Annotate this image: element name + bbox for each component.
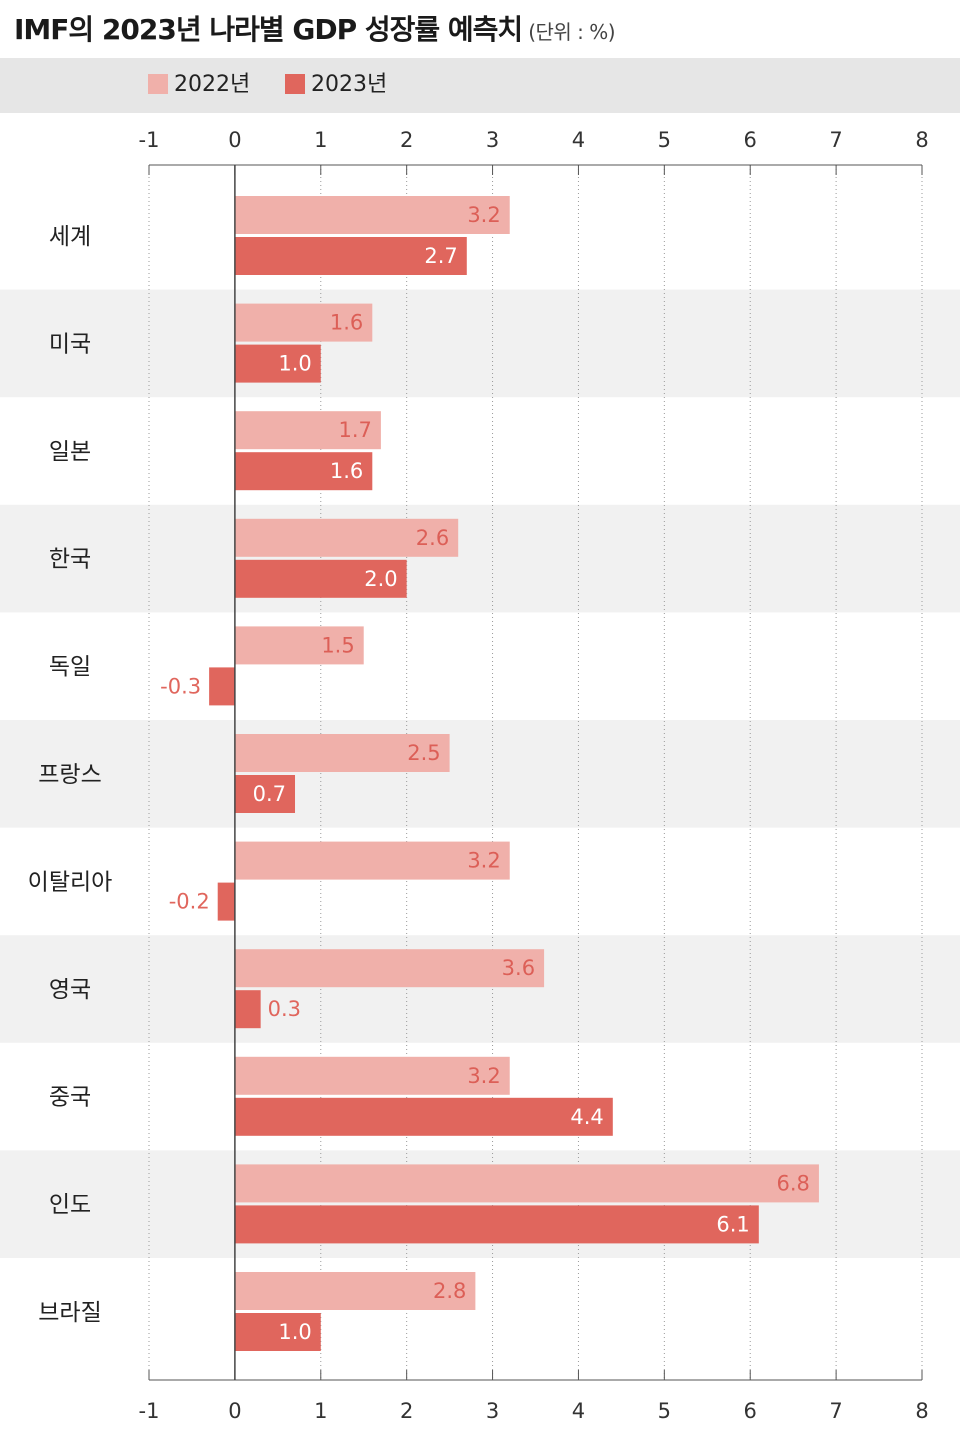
category-label: 독일 bbox=[49, 654, 91, 680]
bar-2023 bbox=[234, 990, 261, 1029]
x-tick-label-top: 3 bbox=[486, 128, 499, 152]
data-label-2022: 2.6 bbox=[416, 526, 449, 550]
chart-title: IMF의 2023년 나라별 GDP 성장률 예측치 bbox=[14, 13, 523, 46]
bar-2023 bbox=[234, 237, 467, 275]
category-label: 일본 bbox=[49, 439, 91, 465]
x-tick-label-top: 8 bbox=[915, 128, 928, 152]
data-label-2023: -0.2 bbox=[169, 890, 210, 914]
x-tick-label-bottom: 1 bbox=[314, 1399, 327, 1423]
bar-2023 bbox=[234, 1205, 759, 1244]
bar-2023 bbox=[234, 452, 373, 491]
title-row: IMF의 2023년 나라별 GDP 성장률 예측치 (단위 : %) bbox=[14, 8, 616, 52]
legend-swatch-2022 bbox=[148, 74, 168, 94]
bar-2023 bbox=[209, 667, 235, 706]
legend: 2022년 2023년 bbox=[0, 58, 960, 113]
unit-label: (단위 : %) bbox=[528, 20, 616, 44]
row-band bbox=[0, 289, 960, 398]
x-tick-label-top: 2 bbox=[400, 128, 413, 152]
data-label-2023: 1.0 bbox=[278, 352, 311, 376]
x-tick-label-bottom: 8 bbox=[915, 1399, 928, 1423]
bar-2023 bbox=[234, 559, 407, 598]
legend-swatch-2023 bbox=[285, 74, 305, 94]
category-label: 한국 bbox=[49, 547, 91, 573]
data-label-2022: 3.2 bbox=[467, 849, 500, 873]
x-tick-label-top: 0 bbox=[228, 128, 241, 152]
data-label-2022: 3.2 bbox=[467, 203, 500, 227]
data-label-2022: 3.6 bbox=[502, 956, 535, 980]
x-tick-label-bottom: 5 bbox=[658, 1399, 671, 1423]
data-label-2023: 2.0 bbox=[364, 567, 397, 591]
x-tick-label-top: 4 bbox=[572, 128, 585, 152]
bar-2022 bbox=[234, 1056, 510, 1095]
category-label: 세계 bbox=[49, 224, 91, 250]
bar-2022 bbox=[234, 196, 510, 234]
x-tick-label-top: 7 bbox=[829, 128, 842, 152]
category-label: 미국 bbox=[49, 331, 91, 357]
data-label-2023: 2.7 bbox=[424, 244, 457, 268]
bar-2023 bbox=[234, 775, 296, 813]
row-band bbox=[0, 720, 960, 828]
legend-label-2022: 2022년 bbox=[174, 72, 251, 97]
bar-2023 bbox=[217, 882, 235, 921]
category-label: 브라질 bbox=[38, 1300, 101, 1326]
data-label-2023: -0.3 bbox=[160, 674, 201, 698]
category-label: 이탈리아 bbox=[28, 869, 113, 895]
x-tick-label-top: 6 bbox=[744, 128, 757, 152]
x-tick-label-bottom: 3 bbox=[486, 1399, 499, 1423]
bar-2023 bbox=[234, 1313, 321, 1351]
category-label: 인도 bbox=[49, 1192, 91, 1218]
data-label-2023: 4.4 bbox=[570, 1105, 603, 1129]
x-tick-label-bottom: 6 bbox=[744, 1399, 757, 1423]
category-label: 프랑스 bbox=[38, 762, 101, 788]
x-tick-label-top: -1 bbox=[139, 128, 160, 152]
data-label-2023: 6.1 bbox=[716, 1212, 749, 1236]
row-band bbox=[0, 504, 960, 613]
bar-2022 bbox=[234, 1164, 819, 1203]
data-label-2023: 1.6 bbox=[330, 459, 363, 483]
legend-item-2023: 2023년 bbox=[285, 72, 387, 98]
x-tick-label-top: 5 bbox=[658, 128, 671, 152]
category-label: 영국 bbox=[49, 977, 91, 1003]
category-label: 중국 bbox=[49, 1085, 91, 1111]
x-tick-label-bottom: -1 bbox=[139, 1399, 160, 1423]
data-label-2022: 1.7 bbox=[338, 418, 371, 442]
bar-2022 bbox=[234, 949, 545, 988]
data-label-2022: 1.5 bbox=[321, 633, 354, 657]
legend-label-2023: 2023년 bbox=[311, 72, 388, 97]
bar-2022 bbox=[234, 626, 364, 665]
x-tick-label-bottom: 7 bbox=[829, 1399, 842, 1423]
bar-2022 bbox=[234, 411, 381, 450]
x-tick-label-bottom: 2 bbox=[400, 1399, 413, 1423]
bar-2022 bbox=[234, 303, 373, 342]
bar-2023 bbox=[234, 1097, 613, 1136]
data-label-2022: 6.8 bbox=[777, 1171, 810, 1195]
x-tick-label-bottom: 0 bbox=[228, 1399, 241, 1423]
data-label-2023: 0.3 bbox=[268, 997, 301, 1021]
data-label-2022: 1.6 bbox=[330, 311, 363, 335]
x-tick-label-bottom: 4 bbox=[572, 1399, 585, 1423]
data-label-2023: 1.0 bbox=[278, 1320, 311, 1344]
data-label-2022: 3.2 bbox=[467, 1064, 500, 1088]
bar-2023 bbox=[234, 344, 321, 383]
data-label-2022: 2.8 bbox=[433, 1279, 466, 1303]
legend-item-2022: 2022년 bbox=[148, 72, 250, 98]
bar-2022 bbox=[234, 841, 510, 880]
bar-2022 bbox=[234, 518, 459, 557]
x-tick-label-top: 1 bbox=[314, 128, 327, 152]
bar-2022 bbox=[234, 1272, 476, 1310]
data-label-2022: 2.5 bbox=[407, 741, 440, 765]
data-label-2023: 0.7 bbox=[253, 782, 286, 806]
bar-2022 bbox=[234, 734, 450, 772]
